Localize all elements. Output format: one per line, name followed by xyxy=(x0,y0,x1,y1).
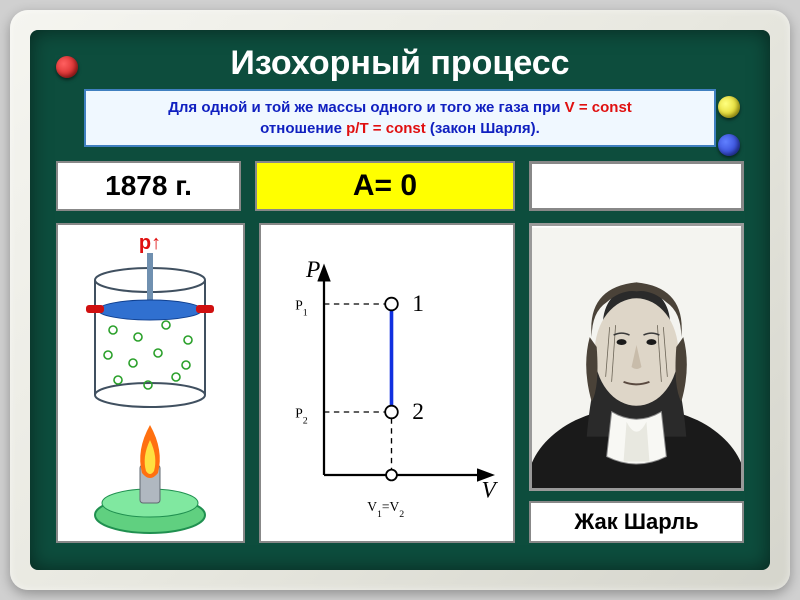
y-axis-label: P xyxy=(305,257,320,283)
magnet-yellow-icon xyxy=(718,96,740,118)
magnet-blue-icon xyxy=(718,134,740,156)
whiteboard-frame: Изохорный процесс Для одной и той же мас… xyxy=(10,10,790,590)
magnet-red-icon xyxy=(56,56,78,78)
law-statement: Для одной и той же массы одного и того ж… xyxy=(84,89,716,147)
slide-title: Изохорный процесс xyxy=(48,44,752,83)
info-row: 1878 г. A= 0 xyxy=(56,161,744,211)
svg-text:p↑: p↑ xyxy=(139,232,161,254)
year-box: 1878 г. xyxy=(56,161,241,211)
portrait-panel: Жак Шарль xyxy=(529,223,744,543)
point-1-label: 1 xyxy=(412,291,424,317)
formula-box: A= 0 xyxy=(255,161,515,211)
law-condition: V = const xyxy=(565,99,632,116)
chalkboard: Изохорный процесс Для одной и той же мас… xyxy=(30,30,770,570)
ytick-p1: P1 xyxy=(295,297,308,318)
portrait-caption: Жак Шарль xyxy=(529,501,744,543)
x-axis-label: V xyxy=(482,478,499,504)
pv-graph: P V 1 2 P1 P2 xyxy=(259,223,515,543)
point-2-label: 2 xyxy=(412,399,424,425)
law-prefix: Для одной и той же массы одного и того ж… xyxy=(168,99,564,116)
law-mid: отношение xyxy=(260,120,346,137)
panels-row: p↑ xyxy=(56,223,744,543)
xtick-v: V1=V2 xyxy=(367,499,404,519)
pressure-label: p xyxy=(139,232,151,254)
law-ratio: p/T = const xyxy=(346,120,426,137)
law-suffix: (закон Шарля). xyxy=(426,120,540,137)
experiment-diagram: p↑ xyxy=(56,223,245,543)
ytick-p2: P2 xyxy=(295,405,308,426)
portrait-image xyxy=(529,223,744,491)
portrait-spacer xyxy=(529,161,744,211)
